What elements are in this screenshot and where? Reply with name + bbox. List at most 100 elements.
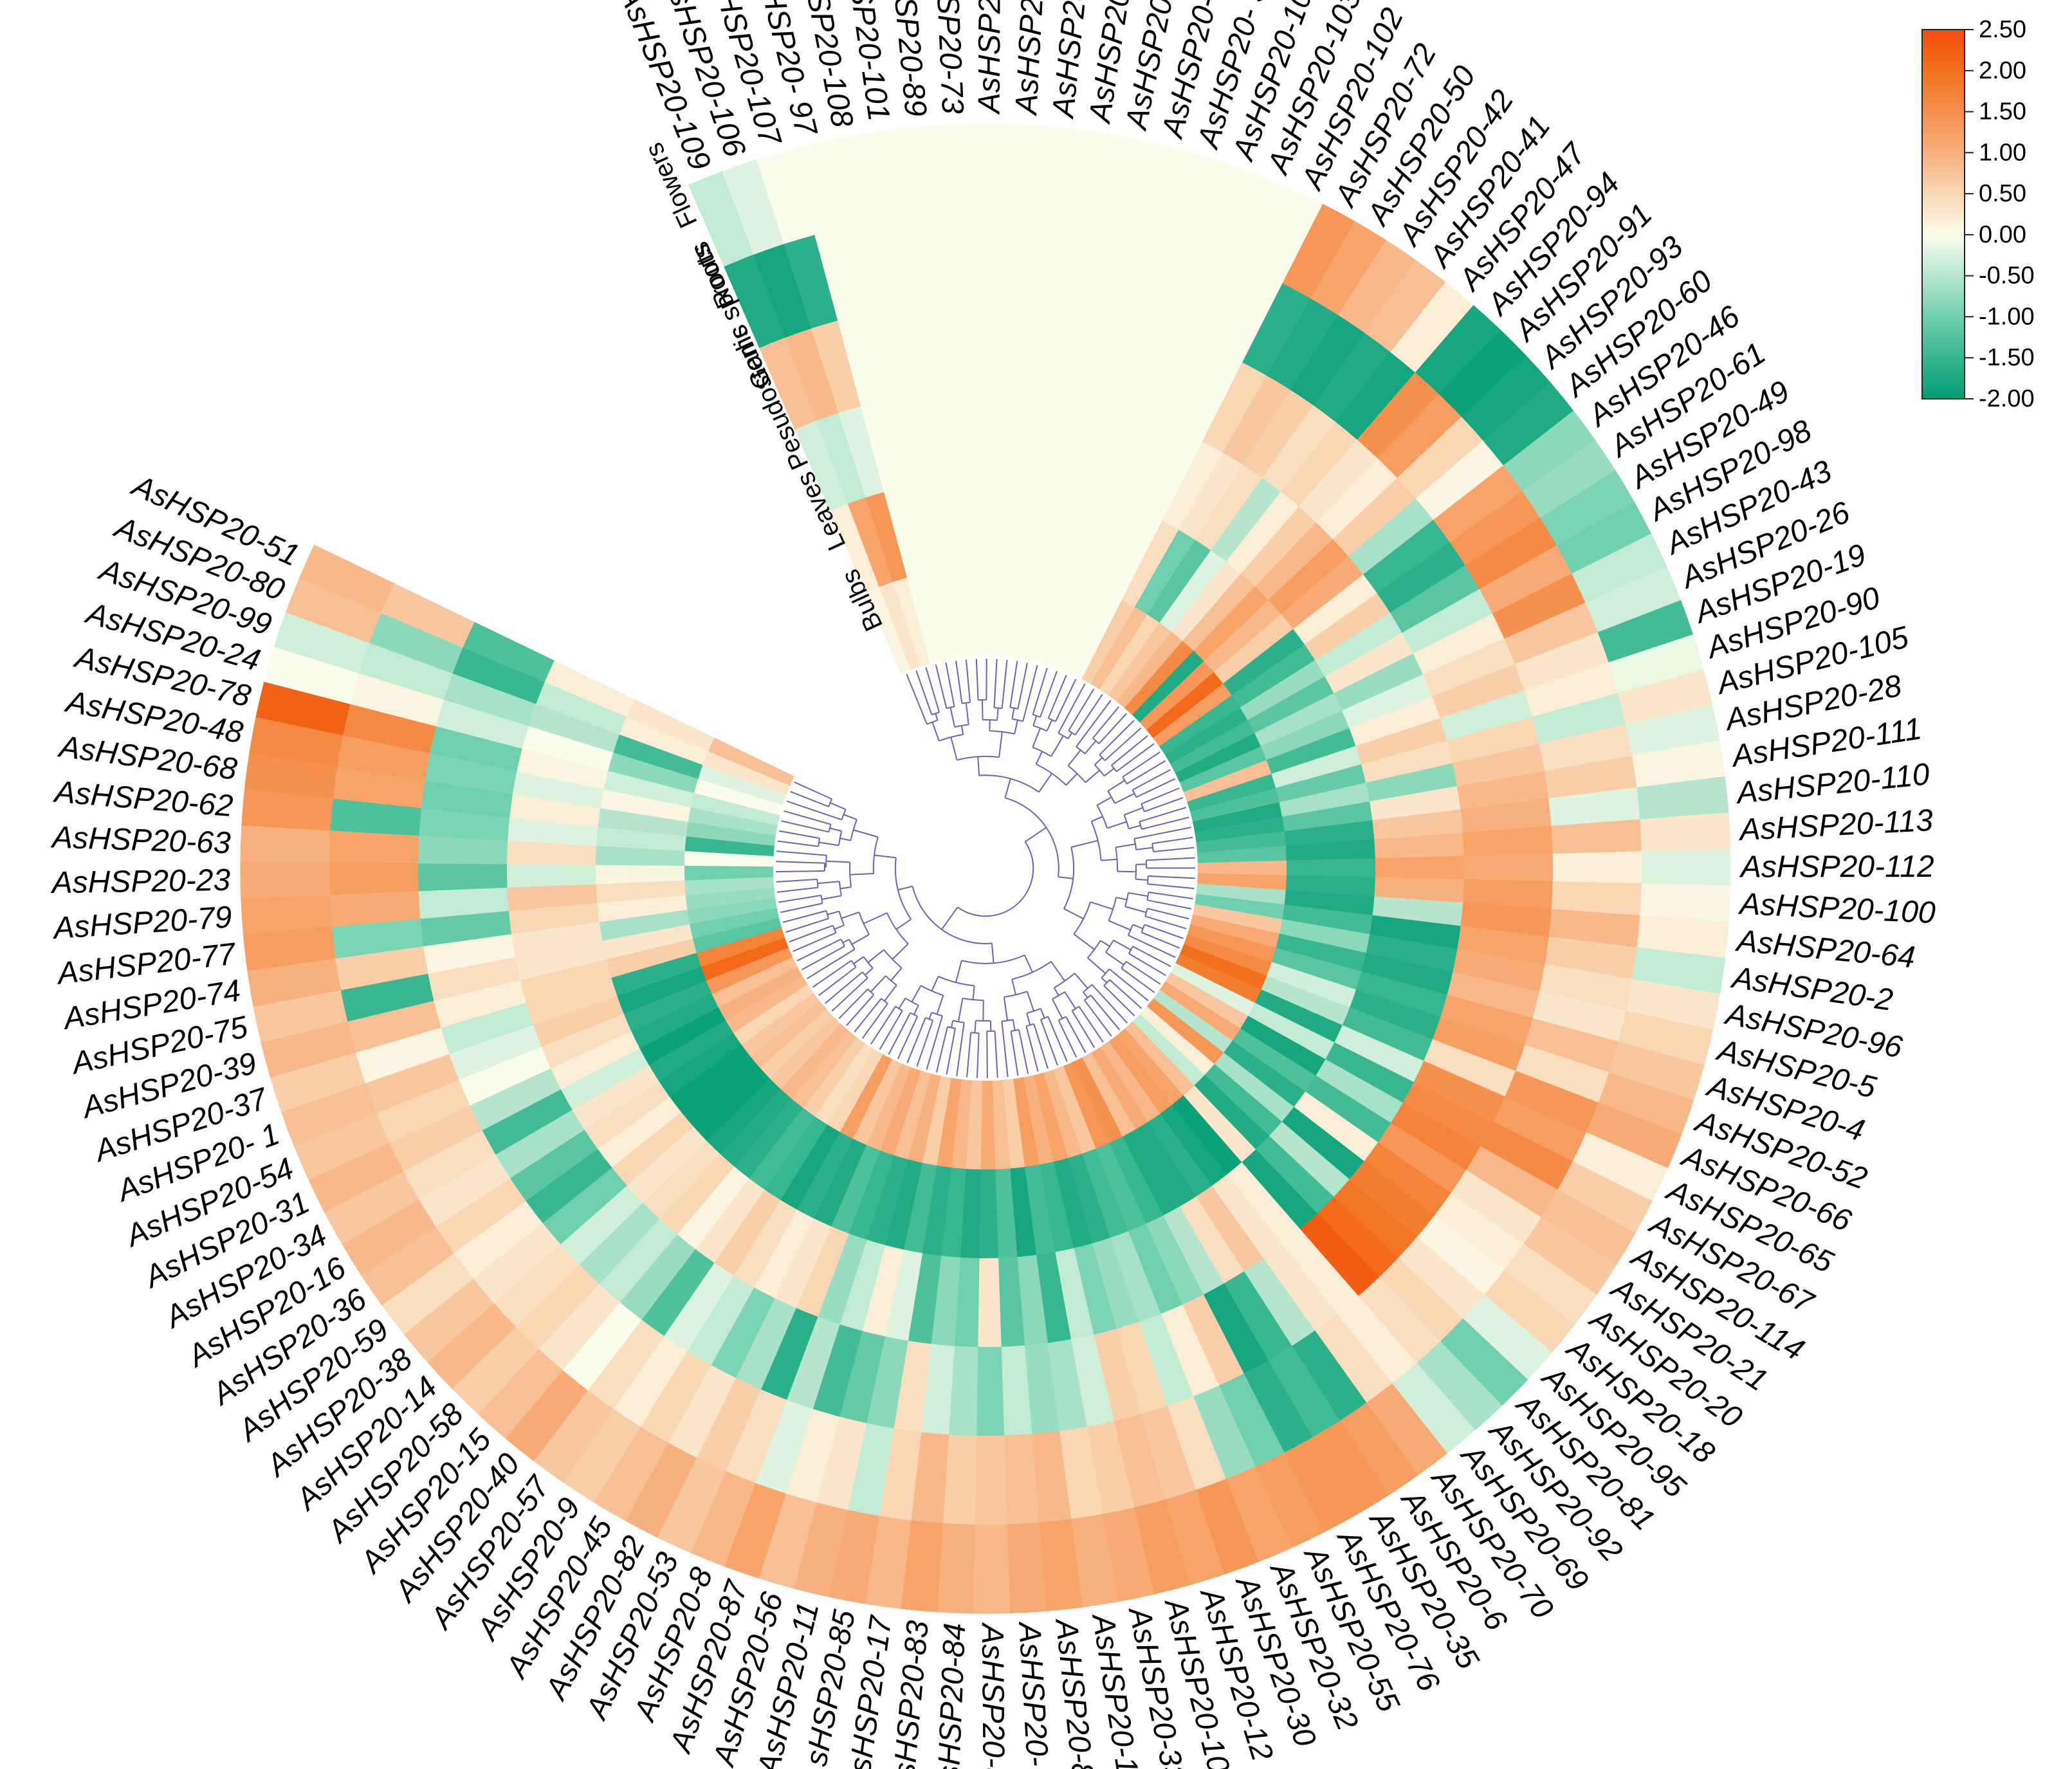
heatmap-cell xyxy=(1092,315,1140,408)
heatmap-cell xyxy=(1374,832,1465,859)
heatmap-cell xyxy=(1255,1135,1334,1214)
heatmap-cell xyxy=(785,1409,840,1503)
dendrogram-branch xyxy=(1096,796,1112,806)
dendrogram-branch xyxy=(1122,776,1128,784)
dendrogram-branch xyxy=(1141,787,1180,805)
dendrogram-branch xyxy=(946,1028,956,1075)
heatmap-cell xyxy=(1127,422,1182,513)
heatmap-cell xyxy=(1268,538,1349,615)
heatmap-cell xyxy=(1390,1103,1481,1171)
heatmap-cell xyxy=(725,1389,787,1483)
heatmap-cell xyxy=(1182,1294,1245,1386)
heatmap-cell xyxy=(657,1457,726,1554)
heatmap-cell xyxy=(1218,1373,1285,1467)
dendrogram-branch xyxy=(888,1013,912,1055)
heatmap-cell xyxy=(1522,439,1616,518)
heatmap-cell xyxy=(648,1020,733,1082)
gene-label: AsHSP20-113 xyxy=(1737,803,1934,847)
heatmap-cell xyxy=(1283,1437,1357,1532)
gene-label: AsHSP20-112 xyxy=(1739,850,1934,884)
heatmap-cell xyxy=(1548,787,1640,827)
heatmap-cell xyxy=(1484,1269,1575,1353)
heatmap-cell xyxy=(1009,479,1036,570)
dendrogram-branch xyxy=(848,939,856,950)
dendrogram-branch xyxy=(1094,764,1105,776)
dendrogram-branch xyxy=(776,886,818,893)
dendrogram-branch xyxy=(1033,1023,1049,1069)
heatmap-cell xyxy=(1402,589,1493,654)
heatmap-cell xyxy=(1366,1383,1448,1476)
heatmap-cell xyxy=(910,1432,949,1524)
heatmap-cell xyxy=(598,1218,677,1303)
heatmap-cell xyxy=(667,1364,736,1458)
heatmap-cell xyxy=(966,1080,982,1170)
heatmap-cell xyxy=(240,825,331,863)
dendrogram-branch xyxy=(1152,836,1193,845)
heatmap-cell xyxy=(625,1442,697,1538)
heatmap-cell xyxy=(1165,972,1249,1029)
heatmap-cell xyxy=(953,389,978,480)
heatmap-cell xyxy=(1325,1042,1415,1103)
heatmap-cell xyxy=(1305,1076,1391,1143)
heatmap-cell xyxy=(793,1502,848,1597)
heatmap-cell xyxy=(1541,1189,1636,1265)
heatmap-cell xyxy=(515,940,607,980)
heatmap-cell xyxy=(735,1297,796,1390)
heatmap-cell xyxy=(1108,1034,1173,1114)
heatmap-cell xyxy=(1115,322,1166,415)
heatmap-cell xyxy=(711,957,798,1008)
heatmap-cell xyxy=(1463,853,1554,882)
dendrogram-branch xyxy=(1135,878,1148,881)
dendrogram-branch xyxy=(1009,661,1018,708)
heatmap-cell xyxy=(1334,653,1424,711)
heatmap-cell xyxy=(1070,1514,1119,1608)
heatmap-cell xyxy=(1067,493,1110,583)
heatmap-cell xyxy=(506,863,596,888)
heatmap-cell xyxy=(298,544,395,614)
heatmap-cell xyxy=(902,483,937,574)
heatmap-cell xyxy=(1132,142,1188,237)
heatmap-cell xyxy=(429,726,522,772)
heatmap-cell xyxy=(1449,491,1541,566)
heatmap-cell xyxy=(452,1326,539,1415)
heatmap-cell xyxy=(940,479,966,570)
heatmap-cell xyxy=(942,1434,977,1525)
heatmap-cell xyxy=(264,646,360,704)
heatmap-cell xyxy=(1586,1102,1682,1169)
heatmap-cell xyxy=(1240,659,1326,720)
dendrogram-branch xyxy=(1017,663,1028,710)
heatmap-cell xyxy=(741,993,820,1057)
heatmap-cell xyxy=(1202,362,1267,454)
dendrogram-branch xyxy=(863,956,874,969)
dendrogram-branch xyxy=(1072,1005,1079,1012)
heatmap-cell xyxy=(1109,1136,1164,1225)
heatmap-cell xyxy=(1465,1146,1559,1218)
heatmap-cell xyxy=(578,1202,660,1285)
heatmap-cell xyxy=(760,1308,818,1400)
heatmap-cell xyxy=(685,887,776,910)
heatmap-cell xyxy=(435,699,529,749)
heatmap-cell xyxy=(1190,787,1280,822)
heatmap-cell xyxy=(1281,556,1364,630)
heatmap-cell xyxy=(1314,1314,1393,1404)
dendrogram-branch xyxy=(1115,843,1136,848)
heatmap-cell xyxy=(1415,305,1501,395)
heatmap-cell xyxy=(1266,298,1339,390)
heatmap-cell xyxy=(827,1049,883,1133)
heatmap-cell xyxy=(1364,260,1446,353)
heatmap-cell xyxy=(1153,989,1233,1053)
heatmap-cell xyxy=(1082,1052,1136,1137)
heatmap-cell xyxy=(1191,257,1254,351)
dendrogram-branch xyxy=(778,894,821,903)
dendrogram-branch xyxy=(1151,843,1154,852)
heatmap-cell xyxy=(1072,1057,1123,1144)
dendrogram-branch xyxy=(1111,765,1117,773)
heatmap-cell xyxy=(342,1198,436,1276)
heatmap-cell xyxy=(1032,574,1068,665)
heatmap-cell xyxy=(453,1200,543,1279)
dendrogram-branch xyxy=(897,885,913,891)
heatmap-cell xyxy=(1361,740,1453,784)
heatmap-cell xyxy=(1349,695,1441,747)
heatmap-cell xyxy=(978,478,998,568)
heatmap-cell xyxy=(861,400,903,492)
